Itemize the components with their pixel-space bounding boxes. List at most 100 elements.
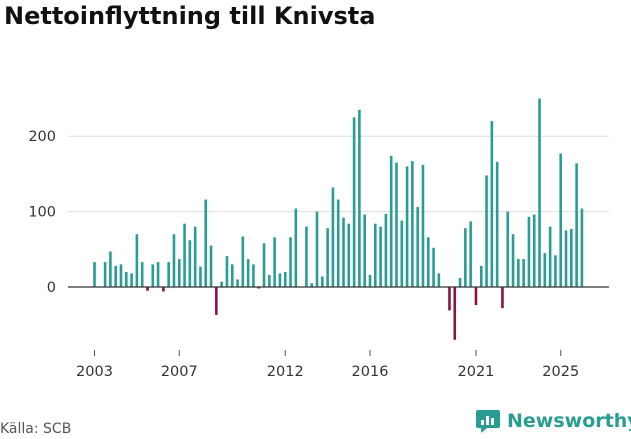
bar[interactable]: [262, 243, 266, 287]
bar[interactable]: [199, 266, 202, 287]
x-tick-label: 2025: [542, 364, 579, 380]
bar[interactable]: [135, 234, 139, 287]
bar[interactable]: [448, 287, 451, 311]
bar[interactable]: [230, 264, 234, 287]
bar[interactable]: [257, 287, 261, 289]
bar[interactable]: [268, 274, 271, 287]
bar[interactable]: [336, 199, 340, 287]
bar[interactable]: [289, 237, 292, 287]
bar[interactable]: [395, 162, 398, 287]
bar[interactable]: [177, 259, 181, 287]
bar[interactable]: [373, 223, 377, 287]
bar[interactable]: [464, 228, 467, 287]
bar[interactable]: [532, 214, 536, 287]
bar[interactable]: [146, 287, 149, 291]
bar[interactable]: [469, 221, 472, 287]
bar[interactable]: [347, 223, 351, 287]
bar[interactable]: [352, 117, 356, 287]
bar[interactable]: [294, 208, 298, 287]
bar[interactable]: [458, 277, 462, 287]
bar[interactable]: [130, 273, 133, 287]
bar[interactable]: [495, 161, 499, 287]
bar[interactable]: [538, 98, 541, 288]
bar[interactable]: [93, 262, 96, 287]
x-tick-label: 2012: [267, 364, 304, 380]
bar[interactable]: [215, 287, 218, 315]
bar[interactable]: [517, 259, 520, 287]
bar[interactable]: [273, 237, 276, 287]
bar[interactable]: [400, 220, 404, 287]
bar[interactable]: [246, 259, 250, 287]
x-axis-ticks: 2003 2007 2012 2016 2021 2025: [76, 350, 579, 380]
bar[interactable]: [193, 226, 197, 287]
bar[interactable]: [411, 161, 414, 287]
bar[interactable]: [162, 287, 165, 292]
bar[interactable]: [554, 255, 557, 287]
bar[interactable]: [241, 236, 245, 287]
bar[interactable]: [564, 230, 568, 287]
bar[interactable]: [426, 237, 430, 287]
bar[interactable]: [405, 166, 409, 287]
bar[interactable]: [236, 279, 239, 287]
bar[interactable]: [501, 287, 504, 309]
bar[interactable]: [103, 262, 107, 287]
bar[interactable]: [220, 281, 223, 287]
bar[interactable]: [474, 287, 478, 306]
bar[interactable]: [363, 214, 366, 287]
bar[interactable]: [114, 265, 117, 287]
bar[interactable]: [580, 208, 584, 287]
bar[interactable]: [252, 264, 255, 287]
bar[interactable]: [225, 256, 229, 287]
bar[interactable]: [321, 276, 324, 287]
bar[interactable]: [326, 228, 329, 287]
bar[interactable]: [151, 264, 155, 287]
bar[interactable]: [109, 251, 112, 287]
x-tick-label: 2007: [161, 364, 198, 380]
bar[interactable]: [358, 109, 361, 287]
bar[interactable]: [437, 273, 441, 287]
bar[interactable]: [453, 287, 457, 340]
bar[interactable]: [389, 155, 393, 287]
bar[interactable]: [305, 226, 308, 287]
bar[interactable]: [522, 259, 525, 287]
bar[interactable]: [421, 164, 425, 287]
bar[interactable]: [172, 234, 176, 287]
bar[interactable]: [570, 228, 573, 287]
bar[interactable]: [331, 187, 335, 287]
bar[interactable]: [119, 264, 123, 287]
bar[interactable]: [315, 211, 319, 287]
bar[interactable]: [511, 234, 515, 287]
bar[interactable]: [416, 207, 419, 287]
bar[interactable]: [490, 121, 494, 288]
bar[interactable]: [156, 262, 160, 287]
bar[interactable]: [167, 262, 170, 287]
bar[interactable]: [559, 153, 563, 287]
bar[interactable]: [368, 274, 372, 287]
x-tick-label: 2016: [352, 364, 389, 380]
bar[interactable]: [209, 245, 213, 287]
bar[interactable]: [479, 265, 483, 287]
bar[interactable]: [342, 217, 345, 287]
bar[interactable]: [548, 226, 552, 287]
bar[interactable]: [283, 271, 287, 287]
bar[interactable]: [204, 199, 208, 287]
bar[interactable]: [485, 175, 488, 287]
y-tick-label: 200: [28, 129, 56, 145]
bar[interactable]: [379, 226, 382, 287]
bar[interactable]: [124, 271, 128, 287]
brand-logo[interactable]: Newsworthy: [475, 408, 631, 434]
y-axis-labels: 0 100 200: [28, 129, 56, 296]
bar[interactable]: [575, 163, 578, 287]
bar[interactable]: [432, 247, 435, 287]
bar[interactable]: [506, 211, 510, 287]
bar[interactable]: [527, 216, 531, 287]
y-tick-label: 0: [47, 280, 56, 296]
bar[interactable]: [310, 283, 314, 287]
bar[interactable]: [188, 240, 192, 287]
bar[interactable]: [183, 223, 186, 287]
bar[interactable]: [278, 273, 282, 287]
bar[interactable]: [384, 213, 388, 287]
bar[interactable]: [140, 262, 144, 287]
bar[interactable]: [543, 253, 547, 287]
newsworthy-logo-icon: [476, 410, 500, 433]
